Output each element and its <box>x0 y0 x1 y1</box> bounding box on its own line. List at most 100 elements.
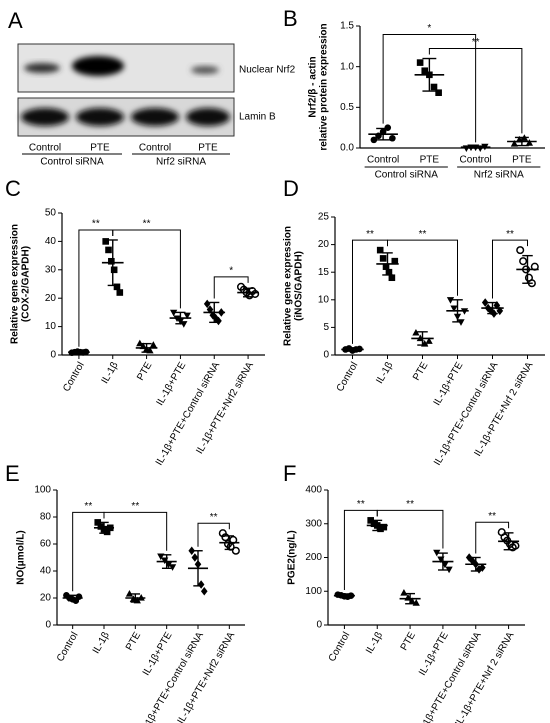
y-tick-label: 300 <box>305 518 322 529</box>
x-tick-label: IL-1β <box>91 630 112 656</box>
y-tick-label: 400 <box>305 485 322 496</box>
x-tick-label: IL-1β+PTE <box>417 630 451 678</box>
significance-label: ** <box>406 499 414 510</box>
x-tick-label: Control <box>61 360 87 393</box>
group-label: Control siRNA <box>40 157 104 168</box>
y-tick-label: 1.0 <box>340 61 354 72</box>
y-tick-label: 40 <box>45 236 57 247</box>
panel-letter: E <box>5 461 20 486</box>
y-tick-label: 5 <box>323 322 329 333</box>
y-axis-label: PGE2(ng/L) <box>287 530 298 584</box>
point <box>516 246 525 255</box>
y-tick-label: 40 <box>40 566 52 577</box>
lane-label: PTE <box>90 143 110 154</box>
y-axis-label: (iNOS/GAPDH) <box>294 251 305 321</box>
point <box>136 339 144 347</box>
y-tick-label: 0 <box>50 350 56 361</box>
lane-label: Control <box>29 143 61 154</box>
x-tick-label: PTE <box>135 360 154 383</box>
point <box>376 246 384 254</box>
x-tick-label: Control <box>55 630 81 663</box>
x-tick-label: PTE <box>124 630 143 653</box>
y-tick-label: 80 <box>40 512 52 523</box>
x-tick-label: IL-1β+PTE <box>141 630 175 678</box>
lane-label: Control <box>139 143 171 154</box>
band <box>186 108 230 126</box>
x-tick-label: IL-1β+PTE+Control siRNA <box>154 360 222 468</box>
x-tick-label: IL-1β+PTE <box>432 360 466 408</box>
point <box>149 341 157 348</box>
point <box>388 274 396 282</box>
point <box>379 255 387 262</box>
y-tick-label: 10 <box>318 294 330 305</box>
x-tick-label: PTE <box>399 630 418 653</box>
point <box>370 136 378 144</box>
x-tick-label: PTE <box>411 360 430 383</box>
significance-label: ** <box>143 219 151 230</box>
band <box>24 63 60 73</box>
y-tick-label: 50 <box>45 208 57 219</box>
point <box>191 553 199 562</box>
point <box>170 309 178 317</box>
point <box>421 67 429 75</box>
panel-letter: F <box>283 461 296 486</box>
y-axis-label: Relative gene expression <box>10 224 21 344</box>
point <box>200 586 208 596</box>
point <box>183 312 191 320</box>
significance-label: ** <box>84 501 92 512</box>
point <box>251 289 260 298</box>
point <box>433 549 441 557</box>
chart: D 0 5 10 15 20 25 Relative gene expression (iNOS… <box>283 176 545 468</box>
y-tick-label: 25 <box>318 212 330 223</box>
significance-label: ** <box>419 229 427 240</box>
significance-bracket <box>492 239 528 299</box>
x-tick-label: IL-1β+PTE+Nrf2 siRNA <box>176 630 238 723</box>
x-tick-label: IL-1β+PTE <box>155 360 189 408</box>
point <box>519 257 528 266</box>
blot-panel: A Nuclear Nrf2 Lamin B Control PTE Contr… <box>8 8 296 168</box>
group-label: Nrf2 siRNA <box>474 170 524 181</box>
panel-letter: C <box>5 176 21 201</box>
y-tick-label: 20 <box>40 593 52 604</box>
lane-label: PTE <box>198 143 218 154</box>
y-tick-label: 20 <box>318 239 330 250</box>
y-tick-label: 100 <box>305 586 322 597</box>
significance-label: ** <box>131 501 139 512</box>
band <box>21 108 69 126</box>
point <box>188 546 196 556</box>
y-tick-label: 60 <box>40 539 52 550</box>
point <box>206 305 214 314</box>
significance-bracket <box>387 239 458 296</box>
point <box>446 297 455 304</box>
significance-label: ** <box>357 499 365 510</box>
point <box>389 134 396 142</box>
point <box>400 588 408 596</box>
point <box>416 59 424 66</box>
x-tick-label: Control <box>367 155 399 166</box>
point <box>430 83 438 91</box>
chart: B 0.0 0.5 1.0 1.5 Nrf2/β - actin relative prot… <box>283 6 545 181</box>
point <box>105 246 112 254</box>
point <box>479 563 486 572</box>
significance-bracket <box>376 509 444 549</box>
point <box>231 546 240 555</box>
point <box>103 528 111 536</box>
x-tick-label: Control <box>335 360 361 393</box>
band <box>191 66 219 74</box>
y-axis-label: relative protein expression <box>319 23 330 150</box>
y-tick-label: 100 <box>34 485 51 496</box>
significance-label: * <box>229 265 233 276</box>
significance-bracket <box>112 229 181 309</box>
significance-bracket <box>103 511 168 551</box>
point <box>197 580 205 589</box>
point <box>380 523 388 531</box>
chart: C 0 10 20 30 40 50 Relative gene expression (COX… <box>5 176 265 468</box>
point <box>391 257 399 265</box>
band <box>72 56 124 76</box>
point <box>481 298 489 307</box>
y-axis-label: NO(μmol/L) <box>16 530 27 584</box>
point <box>125 589 134 597</box>
x-tick-label: Control <box>460 155 492 166</box>
point <box>511 541 520 550</box>
